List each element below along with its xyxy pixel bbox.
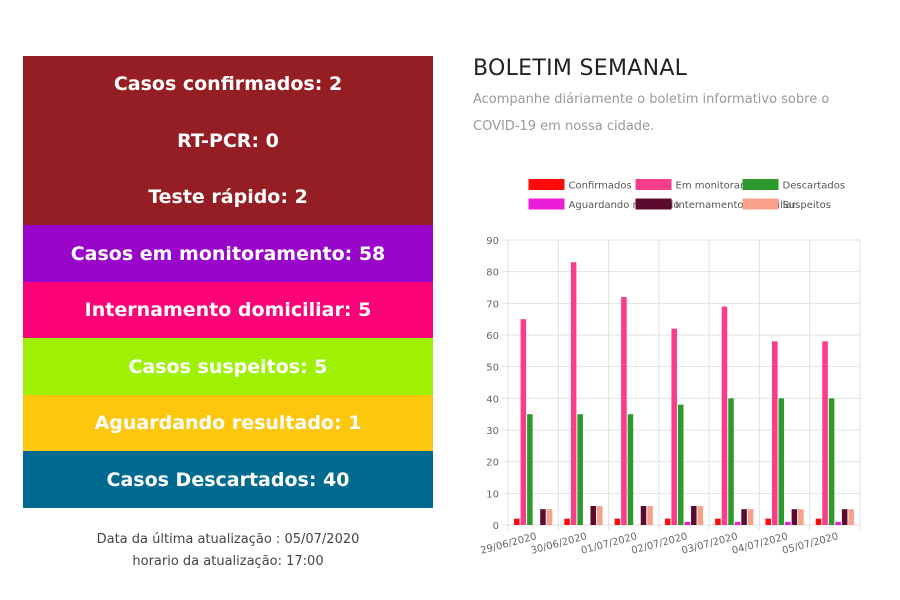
legend-label: Confirmados	[569, 181, 632, 192]
legend-swatch	[635, 198, 672, 210]
legend-label: Em monitoramento	[676, 181, 773, 192]
chart-grid	[502, 239, 861, 530]
bar	[540, 509, 546, 525]
bar	[848, 509, 854, 525]
bar	[791, 509, 798, 525]
bar	[664, 518, 671, 525]
bar	[841, 509, 848, 525]
bar	[778, 398, 785, 525]
bulletin-subtitle: Acompanhe diáriamente o boletim informat…	[473, 92, 830, 134]
y-tick-label: 70	[486, 299, 499, 310]
bulletin-title: BOLETIM SEMANAL	[473, 56, 688, 81]
y-tick-label: 0	[493, 521, 499, 532]
bar	[671, 328, 677, 525]
stat-label: Casos em monitoramento: 58	[70, 242, 386, 265]
bar	[546, 509, 553, 525]
y-tick-label: 80	[486, 268, 499, 279]
stat-rt-pcr: RT-PCR: 0	[23, 112, 433, 169]
bar	[721, 306, 728, 525]
bar	[691, 506, 697, 525]
bar	[684, 521, 691, 525]
x-tick-label: 01/07/2020	[580, 531, 639, 557]
bar	[822, 341, 828, 525]
bar	[765, 518, 771, 525]
bar	[798, 509, 804, 525]
x-tick-label: 03/07/2020	[681, 531, 740, 557]
bar	[697, 506, 704, 525]
chart-bars	[514, 262, 854, 525]
bar	[570, 262, 577, 525]
legend-label: Internamento domiciliar	[676, 200, 797, 211]
bar	[835, 521, 841, 525]
stat-home-hospitalization: Internamento domiciliar: 5	[23, 282, 433, 338]
stat-label: Casos Descartados: 40	[106, 468, 350, 491]
stat-rapid-test: Teste rápido: 2	[23, 169, 433, 225]
stat-awaiting-result: Aguardando resultado: 1	[23, 395, 433, 451]
bar	[621, 297, 627, 525]
stat-monitoring: Casos em monitoramento: 58	[23, 225, 433, 282]
x-tick-label: 30/06/2020	[530, 531, 589, 557]
bar	[514, 518, 520, 525]
y-tick-label: 50	[486, 363, 499, 374]
chart-legend: Confirmados Em monitoramento Descartados Ag…	[528, 179, 846, 211]
y-tick-label: 60	[486, 331, 499, 342]
legend-swatch	[528, 179, 565, 190]
bar	[741, 509, 747, 525]
bar	[527, 414, 533, 525]
update-info: Data da última atualização : 05/07/2020 …	[23, 529, 433, 573]
legend-swatch	[635, 179, 672, 190]
bar	[815, 518, 822, 525]
legend-swatch	[742, 179, 779, 190]
bar	[577, 414, 583, 525]
bar	[564, 518, 570, 525]
x-tick-label: 29/06/2020	[479, 531, 538, 557]
y-tick-label: 10	[486, 489, 499, 500]
bar	[785, 521, 791, 525]
stat-confirmed: Casos confirmados: 2	[23, 56, 433, 112]
stat-label: Teste rápido: 2	[148, 186, 308, 208]
bar	[647, 506, 653, 525]
bar	[614, 518, 621, 525]
stat-discarded: Casos Descartados: 40	[23, 451, 433, 508]
bar	[597, 506, 603, 525]
bar	[677, 404, 684, 525]
stat-label: Casos confirmados: 2	[113, 73, 343, 95]
x-tick-label: 04/07/2020	[731, 531, 790, 557]
bar	[590, 506, 597, 525]
legend-label: Descartados	[783, 181, 846, 192]
bar	[747, 509, 754, 525]
chart-x-axis: 29/06/202030/06/202001/07/202002/07/2020…	[479, 531, 839, 557]
bar	[771, 341, 778, 525]
bar	[828, 398, 835, 525]
bar	[715, 518, 721, 525]
y-tick-label: 20	[486, 458, 499, 469]
x-tick-label: 05/07/2020	[781, 531, 840, 557]
legend-label: Aguardando resultado	[569, 200, 680, 211]
y-tick-label: 90	[486, 236, 499, 247]
update-date: Data da última atualização : 05/07/2020	[96, 532, 360, 547]
x-tick-label: 02/07/2020	[630, 531, 689, 557]
legend-swatch	[528, 198, 565, 210]
chart-y-axis: 0 10 20 30 40 50 60 70 80 90	[486, 236, 499, 532]
weekly-bar-chart: Confirmados Em monitoramento Descartados Ag…	[479, 179, 861, 557]
bar	[734, 521, 741, 525]
y-tick-label: 40	[486, 394, 499, 405]
y-tick-label: 30	[486, 426, 499, 437]
stat-label: Aguardando resultado: 1	[94, 412, 362, 434]
bar	[640, 506, 647, 525]
stats-panel: Casos confirmados: 2 RT-PCR: 0 Teste ráp…	[23, 56, 433, 508]
stat-label: Casos suspeitos: 5	[128, 355, 328, 378]
stat-suspected: Casos suspeitos: 5	[23, 338, 433, 395]
legend-label: Suspeitos	[783, 200, 831, 211]
bar	[520, 319, 527, 525]
stat-label: Internamento domiciliar: 5	[84, 299, 372, 321]
stat-label: RT-PCR: 0	[177, 129, 279, 152]
update-time: horario da atualização: 17:00	[132, 554, 324, 569]
bar	[728, 398, 734, 525]
legend-swatch	[742, 198, 779, 210]
bar	[627, 414, 634, 525]
